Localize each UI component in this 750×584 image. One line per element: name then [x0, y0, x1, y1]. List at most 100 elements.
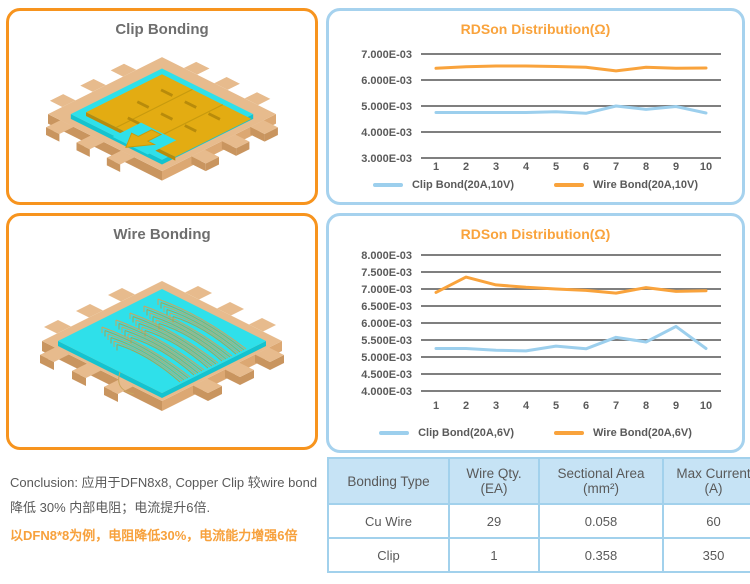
lead-pin: [76, 135, 105, 150]
table-cell: Clip: [327, 537, 450, 573]
legend-label: Wire Bond(20A,6V): [593, 427, 692, 439]
conclusion-highlight: 以DFN8*8为例，电阻降低30%，电流能力增强6倍: [10, 528, 298, 543]
chart-title: RDSon Distribution(Ω): [460, 226, 611, 242]
comparison-table: Bonding Type Wire Qty. (EA) Sectional Area(…: [327, 457, 750, 573]
conclusion-line-1: Conclusion: 应用于DFN8x8, Copper Clip 较wire…: [10, 475, 318, 490]
lead-pin: [191, 156, 206, 172]
clip-bonding-illustration: [46, 57, 278, 181]
bond-wire: [110, 337, 185, 381]
x-tick-label: 4: [523, 161, 530, 173]
table-header-cell: Wire Qty. (EA): [448, 457, 540, 505]
table-header-row: Bonding Type Wire Qty. (EA) Sectional Area(…: [327, 457, 750, 505]
chart-legend-1: Clip Bond(20A,10V) Wire Bond(20A,10V): [335, 173, 736, 197]
x-tick-label: 9: [673, 161, 679, 173]
bond-wire: [124, 330, 199, 374]
y-tick-label: 5.000E-03: [361, 101, 412, 113]
x-tick-label: 3: [493, 400, 499, 412]
lead-pin: [106, 150, 135, 165]
leadframe-side: [162, 341, 282, 411]
lead-pin: [193, 385, 208, 401]
die-side: [70, 114, 162, 165]
bond-wire: [169, 312, 239, 354]
table-header-line: Sectional Area: [557, 466, 645, 481]
die-top: [58, 289, 266, 393]
lead-pin: [221, 134, 250, 149]
x-tick-label: 3: [493, 161, 499, 173]
table-body: Cu Wire 29 0.058 60 Clip 1 0.358 350: [327, 503, 750, 573]
bond-wire: [166, 309, 241, 353]
bond-wire: [113, 340, 183, 382]
lead-pin: [249, 318, 276, 332]
x-tick-label: 5: [553, 161, 559, 173]
clip-seam: [116, 88, 193, 128]
bond-wire: [115, 319, 205, 371]
lead-pin: [183, 61, 210, 75]
bond-wire: [157, 298, 247, 350]
lead-pin: [208, 386, 222, 401]
copper-clip: [86, 74, 252, 157]
bond-wire: [149, 312, 229, 359]
gate-clip-arrow: [125, 129, 163, 148]
rdson-chart-1: 7.000E-03 6.000E-03 5.000E-03 4.000E-03 3.00…: [361, 49, 721, 173]
table-header-cell: Sectional Area (mm²): [538, 457, 664, 505]
y-tick-label: 6.500E-03: [361, 301, 412, 313]
clip-slot: [160, 112, 174, 121]
series-line: [434, 275, 708, 295]
lead-pin: [214, 77, 240, 90]
rdson-chart-2: 8.000E-03 7.500E-03 7.000E-03 6.500E-03 6.00…: [361, 250, 721, 412]
y-tick-label: 6.000E-03: [361, 318, 412, 330]
table-header-cell: Bonding Type: [327, 457, 450, 505]
bond-wire: [129, 312, 219, 364]
x-tick-label: 1: [433, 400, 439, 412]
table-header-line: (EA): [480, 481, 508, 496]
bond-wire: [144, 330, 209, 369]
bond-wire: [118, 323, 203, 372]
lead-pin: [250, 120, 278, 135]
table-header-line: (A): [704, 481, 723, 496]
clip-slot: [160, 88, 174, 97]
table-cell: 29: [448, 503, 540, 539]
chart-legend-2: Clip Bond(20A,6V) Wire Bond(20A,6V): [335, 421, 736, 445]
bond-wire: [121, 326, 201, 373]
lead-pin: [185, 286, 212, 300]
bond-wire: [116, 344, 181, 383]
table-header-cell: Max Current (A): [662, 457, 750, 505]
bond-wire: [138, 323, 213, 367]
y-tick-label: 5.000E-03: [361, 352, 412, 364]
bond-wire: [107, 333, 187, 380]
bond-wire: [135, 319, 215, 366]
conclusion-line-2: 降低 30% 内部电阻；电流提升6倍.: [10, 500, 211, 515]
lead-pin: [264, 127, 278, 142]
x-tick-label: 5: [553, 400, 559, 412]
x-tick-label: 2: [463, 161, 469, 173]
legend-item: Clip Bond(20A,6V): [379, 427, 514, 439]
leadframe-side: [162, 114, 276, 181]
x-tick-label: 7: [613, 161, 619, 173]
legend-label: Clip Bond(20A,6V): [418, 427, 515, 439]
y-tick-label: 4.000E-03: [361, 127, 412, 139]
bond-wire: [101, 326, 191, 378]
y-tick-label: 8.000E-03: [361, 250, 412, 262]
legend-item: Clip Bond(20A,10V): [372, 179, 515, 191]
y-tick-label: 3.000E-03: [361, 153, 412, 165]
bond-wire: [158, 323, 223, 362]
legend-label: Clip Bond(20A,10V): [411, 179, 515, 191]
x-tick-label: 10: [700, 400, 712, 412]
wire-bonding-illustration: [40, 281, 284, 411]
bond-wire: [163, 305, 243, 352]
lead-pin: [205, 156, 219, 172]
lead-pin: [244, 92, 271, 106]
x-tick-label: 10: [700, 161, 712, 173]
y-tick-label: 7.000E-03: [361, 284, 412, 296]
lead-pin: [76, 304, 103, 318]
table-cell: 0.058: [538, 503, 664, 539]
conclusion-block: Conclusion: 应用于DFN8x8, Copper Clip 较wire…: [10, 470, 328, 548]
legend-swatch: [554, 183, 585, 187]
chart-title: RDSon Distribution(Ω): [460, 21, 611, 37]
lead-pin: [80, 78, 106, 92]
bond-wire: [160, 302, 245, 351]
bond-wire: [132, 316, 217, 365]
series-line: [434, 104, 708, 115]
lead-pin: [217, 302, 244, 316]
